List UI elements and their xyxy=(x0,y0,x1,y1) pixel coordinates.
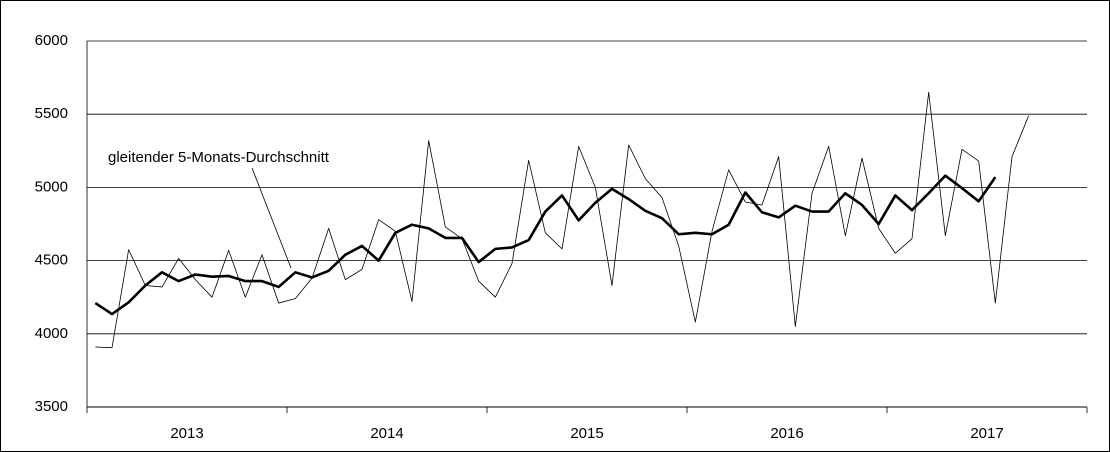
x-tick-label: 2016 xyxy=(770,425,803,442)
series-line xyxy=(94,174,997,316)
y-tick-label: 3500 xyxy=(35,398,68,415)
y-tick-label: 5500 xyxy=(35,105,68,122)
annotation-leader xyxy=(251,167,292,269)
x-tick-label: 2014 xyxy=(370,425,403,442)
annotation: gleitender 5-Monats-Durchschnitt xyxy=(108,149,330,166)
series-line xyxy=(95,91,1030,349)
y-tick-label: 4000 xyxy=(35,325,68,342)
y-tick-label: 4500 xyxy=(35,252,68,269)
x-tick-label: 2013 xyxy=(170,425,203,442)
y-tick-label: 6000 xyxy=(35,32,68,49)
x-tick-label: 2017 xyxy=(970,425,1003,442)
y-tick-label: 5000 xyxy=(35,178,68,195)
x-tick-label: 2015 xyxy=(570,425,603,442)
